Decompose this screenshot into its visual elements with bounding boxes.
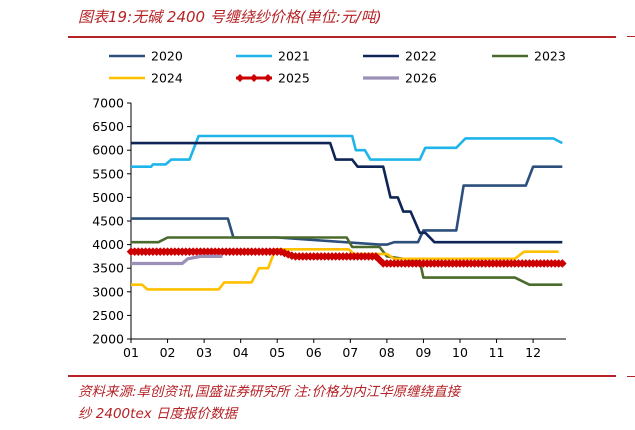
y-tick-label: 6000: [92, 143, 124, 158]
y-tick-label: 7000: [92, 96, 124, 111]
series-marker: [371, 252, 381, 261]
series-line: [131, 141, 563, 244]
legend-item-2024: 2024: [109, 71, 183, 86]
bottom-divider-tail: [627, 376, 635, 377]
legend: 2020 2021 2022 2023 2024 2025 2026: [109, 49, 566, 86]
legend-item-2022: 2022: [363, 49, 437, 64]
top-divider-tail: [627, 36, 635, 37]
series-2022: [131, 141, 563, 244]
legend-label: 2024: [151, 71, 183, 86]
x-tick-label: 12: [525, 345, 541, 360]
y-tick-label: 6500: [92, 119, 124, 134]
series-2021: [131, 134, 563, 168]
legend-item-2023: 2023: [492, 49, 566, 64]
legend-item-2021: 2021: [236, 49, 310, 64]
series-marker: [558, 259, 567, 268]
source-line-2: 纱 2400tex 日度报价数据: [78, 406, 238, 422]
x-tick-label: 07: [342, 345, 358, 360]
legend-item-2020: 2020: [109, 49, 183, 64]
series-2025: [126, 247, 567, 268]
series-line: [131, 236, 563, 287]
series-marker: [250, 74, 258, 82]
axes: 2000 2500 3000 3500 4000 4500 5000 5500 6000 6500…: [92, 96, 566, 360]
series-marker: [287, 251, 297, 261]
legend-item-2026: 2026: [363, 71, 437, 86]
x-tick-label: 11: [489, 345, 505, 360]
legend-label: 2023: [534, 49, 566, 64]
y-tick-label: 4500: [92, 214, 124, 229]
series-line: [131, 254, 223, 266]
x-tick-label: 05: [269, 345, 285, 360]
series-marker: [276, 247, 286, 256]
x-tick-label: 09: [415, 345, 431, 360]
top-divider: [68, 36, 616, 38]
legend-label: 2025: [278, 71, 310, 86]
y-tick-label: 5500: [92, 166, 124, 181]
legend-label: 2026: [405, 71, 437, 86]
x-tick-label: 10: [452, 345, 468, 360]
series-marker: [283, 250, 293, 259]
x-tick-label: 03: [196, 345, 212, 360]
plot-area: [126, 134, 567, 291]
series-2024: [131, 248, 559, 291]
legend-item-2025: 2025: [236, 71, 310, 86]
series-2023: [131, 236, 563, 287]
series-line: [131, 134, 563, 168]
x-tick-label: 08: [379, 345, 395, 360]
y-tick-label: 5000: [92, 190, 124, 205]
y-tick-label: 4000: [92, 237, 124, 252]
y-tick-label: 2000: [92, 332, 124, 347]
series-marker: [236, 74, 244, 82]
bottom-divider: [68, 375, 616, 377]
legend-label: 2021: [278, 49, 310, 64]
x-tick-label: 06: [306, 345, 322, 360]
legend-label: 2022: [405, 49, 437, 64]
x-tick-label: 04: [233, 345, 249, 360]
series-marker: [280, 248, 289, 258]
y-tick-label: 3500: [92, 261, 124, 276]
source-line-1: 资料来源:卓创资讯,国盛证券研究所 注:价格为内江华原缠绕直接: [78, 384, 461, 400]
x-tick-label: 02: [160, 345, 176, 360]
series-2020: [131, 165, 563, 246]
source-note: 资料来源:卓创资讯,国盛证券研究所 注:价格为内江华原缠绕直接 纱 2400te…: [78, 381, 598, 425]
legend-label: 2020: [151, 49, 183, 64]
series-2026: [131, 254, 223, 266]
figure-title: 图表19:无碱 2400 号缠绕纱价格(单位:元/吨): [78, 8, 382, 26]
series-line: [131, 248, 559, 291]
x-tick-label: 01: [123, 345, 139, 360]
series-line: [131, 165, 563, 246]
y-tick-label: 3000: [92, 284, 124, 299]
y-tick-label: 2500: [92, 308, 124, 323]
series-marker: [264, 74, 272, 82]
